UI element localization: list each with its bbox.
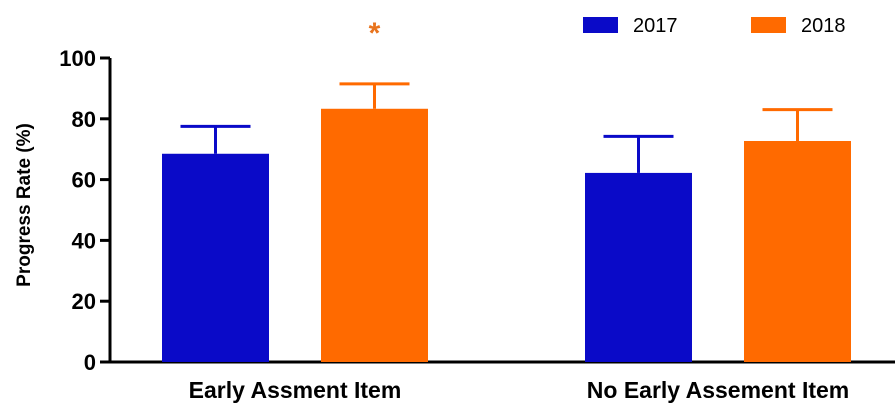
bar-2017-0	[162, 153, 269, 362]
bar-2017-1	[585, 172, 692, 362]
bar-2018-0	[321, 108, 428, 362]
bar-2018-1	[744, 140, 851, 362]
y-tick-label: 0	[84, 350, 96, 375]
category-label: Early Assment Item	[189, 377, 402, 403]
legend-swatch-2018	[751, 17, 786, 33]
y-tick-label: 100	[59, 46, 96, 71]
legend-swatch-2017	[583, 17, 618, 33]
y-axis-label: Progress Rate (%)	[14, 123, 35, 287]
y-tick-label: 60	[72, 168, 96, 193]
y-tick-label: 80	[72, 107, 96, 132]
legend-label-2018: 2018	[801, 15, 846, 37]
legend-label-2017: 2017	[633, 15, 678, 37]
significance-marker: *	[369, 17, 381, 50]
category-label: No Early Assement Item	[587, 377, 849, 403]
plot-area: 0 20 40 60 80 100 Early Assment Item No Early A…	[59, 15, 895, 403]
y-tick-label: 20	[72, 289, 96, 314]
y-tick-label: 40	[72, 228, 96, 253]
